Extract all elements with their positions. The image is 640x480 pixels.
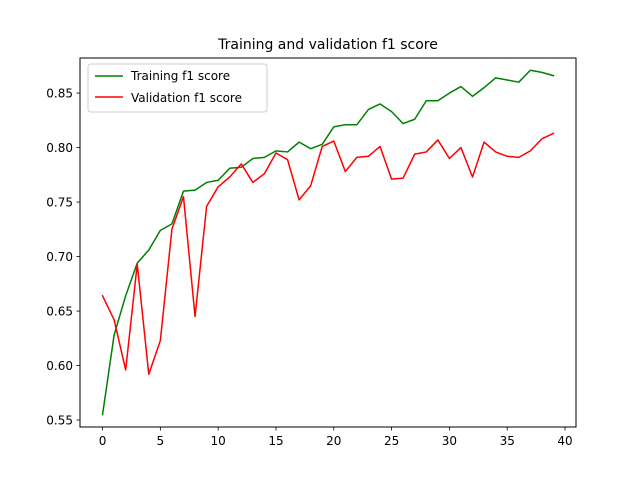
- y-tick-label: 0.65: [46, 305, 73, 319]
- x-tick-label: 25: [384, 434, 399, 448]
- x-tick-label: 10: [211, 434, 226, 448]
- legend: Training f1 score Validation f1 score: [87, 63, 268, 113]
- y-tick-label: 0.85: [46, 87, 73, 101]
- legend-label-validation: Validation f1 score: [131, 91, 242, 105]
- x-tick-label: 20: [326, 434, 341, 448]
- legend-box: [87, 63, 268, 113]
- legend-label-training: Training f1 score: [130, 69, 230, 83]
- plot-area-frame: [79, 57, 577, 428]
- series-line-validation: [101, 132, 555, 375]
- y-tick-label: 0.55: [46, 414, 73, 428]
- x-tick-label: 15: [268, 434, 283, 448]
- x-axis: 0 5 10 15 20 25 30 35 40: [99, 427, 573, 448]
- chart-title: Training and validation f1 score: [217, 37, 438, 53]
- y-tick-label: 0.60: [46, 359, 73, 373]
- y-axis: 0.55 0.60 0.65 0.70 0.75 0.80 0.85: [46, 87, 80, 428]
- x-tick-label: 40: [557, 434, 572, 448]
- y-tick-label: 0.80: [46, 141, 73, 155]
- x-tick-label: 30: [442, 434, 457, 448]
- plot-lines: [101, 69, 555, 416]
- x-tick-label: 5: [157, 434, 165, 448]
- series-line-training: [101, 69, 555, 416]
- x-tick-label: 0: [99, 434, 107, 448]
- y-tick-label: 0.75: [46, 196, 73, 210]
- y-tick-label: 0.70: [46, 250, 73, 264]
- x-tick-label: 35: [500, 434, 515, 448]
